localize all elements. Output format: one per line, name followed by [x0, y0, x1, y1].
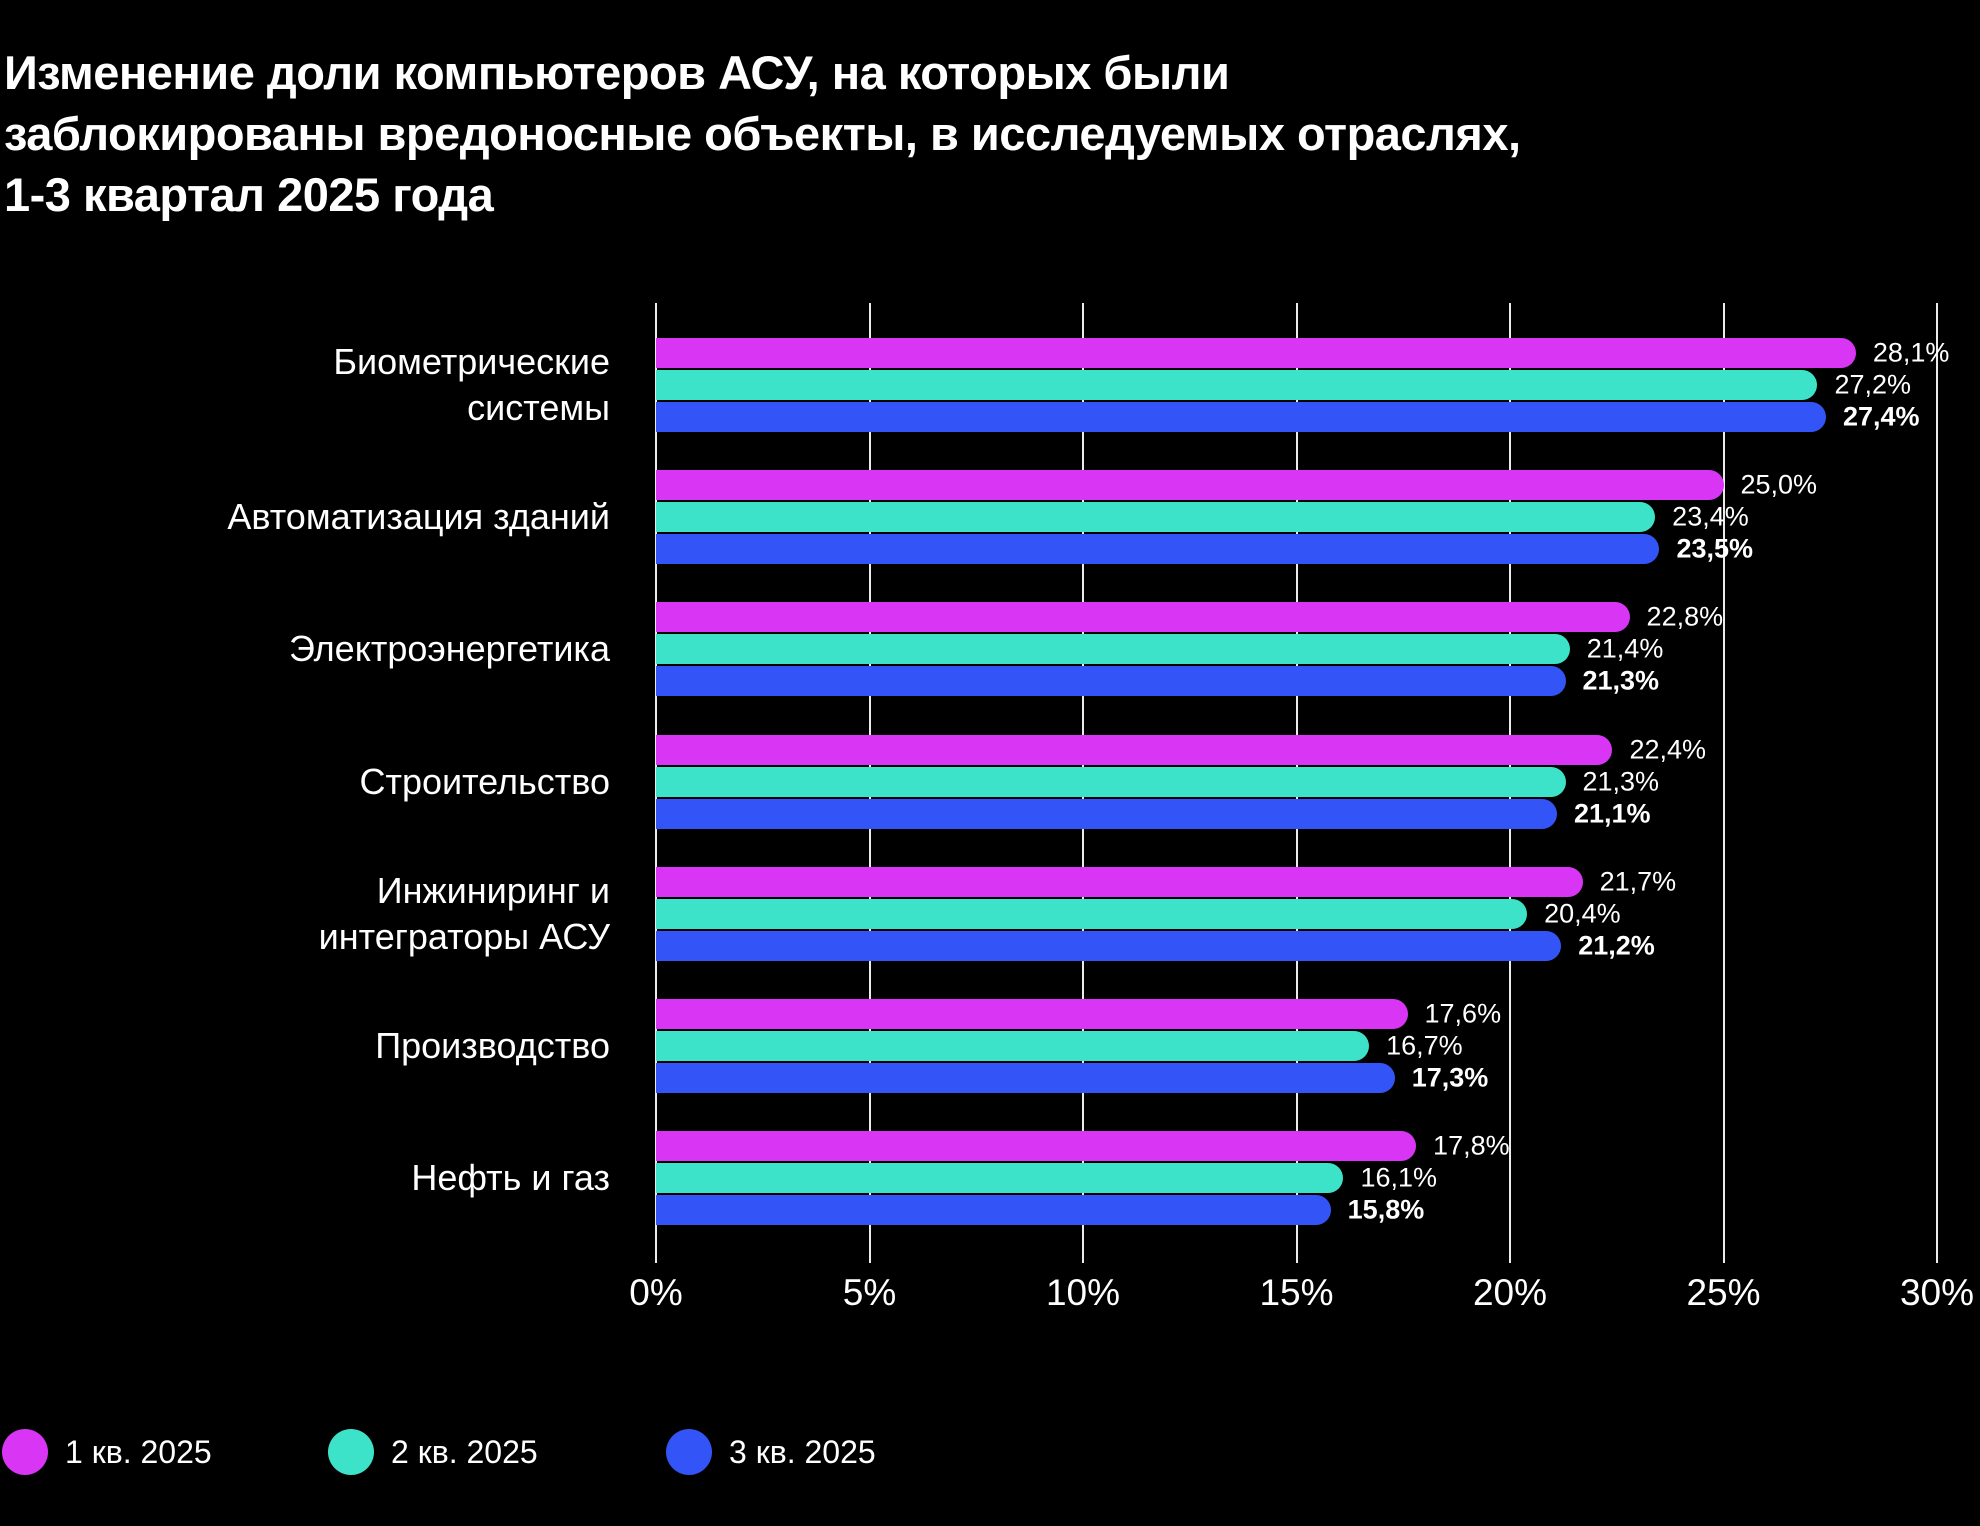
bar-value-label: 21,1%: [1573, 798, 1651, 829]
bar: 23,5%: [656, 534, 1753, 565]
bar-row: 23,4%: [656, 502, 1937, 533]
x-axis-tick-label: 20%: [1472, 1272, 1548, 1313]
bar-value-label: 28,1%: [1872, 337, 1950, 368]
bar: 16,7%: [656, 1031, 1463, 1061]
bar-value-label: 17,8%: [1433, 1130, 1510, 1161]
x-axis-tick-label: 30%: [1899, 1272, 1975, 1313]
bar: 16,1%: [656, 1163, 1437, 1194]
chart-title: Изменение доли компьютеров АСУ, на котор…: [4, 46, 1521, 221]
bar: 27,4%: [656, 402, 1920, 432]
bar-row: 21,2%: [656, 930, 1937, 961]
bar-row: 22,8%: [656, 602, 1937, 633]
category-label: Автоматизация зданий: [227, 496, 610, 538]
bar: 20,4%: [656, 898, 1621, 929]
bar-row: 17,8%: [656, 1131, 1937, 1162]
x-axis-tick-label: 5%: [842, 1272, 897, 1313]
bar-row: 21,3%: [656, 766, 1937, 797]
bar: 21,3%: [656, 666, 1659, 697]
category-label: Строительство: [359, 760, 610, 802]
legend-item-label: 1 кв. 2025: [65, 1433, 212, 1470]
bar-row: 23,5%: [656, 534, 1937, 565]
gridline: [1936, 303, 1938, 1263]
bar-row: 17,3%: [656, 1063, 1937, 1093]
legend-swatch-circle: [2, 1429, 48, 1475]
bar-value-label: 21,7%: [1599, 866, 1677, 897]
category-label: Электроэнергетика: [288, 628, 610, 670]
bar-row: 16,1%: [656, 1163, 1937, 1194]
bar-value-label: 21,3%: [1582, 665, 1660, 696]
bar-row: 17,6%: [656, 999, 1937, 1029]
x-axis-tick-label: 25%: [1686, 1272, 1761, 1313]
bar-value-label: 21,2%: [1578, 930, 1655, 961]
bar-value-label: 25,0%: [1740, 469, 1818, 500]
category-label: Инжиниринг и интеграторы АСУ: [318, 869, 610, 957]
gridline: [1722, 303, 1725, 1263]
plot-area: 28,1% 27,2% 27,4% 25,0% 23,4% 23,5% 22,8% 21,4%…: [655, 303, 1949, 1263]
bar-row: 21,7%: [656, 866, 1937, 897]
legend-swatch-circle: [328, 1429, 374, 1475]
bar-row: 27,4%: [656, 402, 1937, 432]
bar-value-label: 17,3%: [1411, 1062, 1489, 1093]
bar-row: 27,2%: [656, 370, 1937, 400]
bar-row: 16,7%: [656, 1031, 1937, 1061]
bar-value-label: 22,8%: [1646, 601, 1724, 632]
bar-row: 21,3%: [656, 666, 1937, 697]
bar-row: 25,0%: [656, 470, 1937, 501]
category-label: Производство: [375, 1025, 610, 1066]
legend-item-label: 3 кв. 2025: [729, 1433, 876, 1470]
bar-value-label: 16,7%: [1386, 1030, 1463, 1061]
bar: 22,4%: [656, 734, 1706, 765]
bar-value-label: 21,4%: [1586, 633, 1664, 664]
bar-value-label: 27,2%: [1834, 369, 1911, 400]
bar-row: 28,1%: [656, 338, 1949, 368]
bar-value-label: 23,4%: [1672, 501, 1749, 532]
legend-swatch-circle: [666, 1429, 712, 1475]
bar: 23,4%: [656, 502, 1749, 533]
bar: 21,7%: [656, 866, 1676, 897]
bar: 27,2%: [656, 370, 1911, 400]
bar-row: 15,8%: [656, 1195, 1937, 1226]
category-label: Биометрические системы: [333, 341, 610, 428]
legend-item: 3 кв. 2025: [666, 1428, 876, 1476]
bar-value-label: 27,4%: [1842, 401, 1920, 432]
bar: 21,4%: [656, 634, 1663, 665]
x-axis-tick-label: 10%: [1045, 1272, 1121, 1313]
x-axis-tick-label: 0%: [629, 1272, 683, 1313]
legend-item-label: 2 кв. 2025: [391, 1433, 538, 1470]
bar-value-label: 20,4%: [1544, 898, 1621, 929]
bar-value-label: 21,3%: [1582, 766, 1660, 797]
legend-item: 2 кв. 2025: [328, 1428, 538, 1476]
bar: 28,1%: [656, 338, 1949, 368]
bar: 21,1%: [656, 798, 1651, 829]
bar-value-label: 17,6%: [1424, 998, 1502, 1029]
bar: 21,2%: [656, 930, 1655, 961]
bar: 15,8%: [656, 1195, 1424, 1226]
legend-item: 1 кв. 2025: [2, 1428, 212, 1476]
bar-value-label: 15,8%: [1347, 1194, 1425, 1225]
bar: 21,3%: [656, 766, 1659, 797]
bar-value-label: 16,1%: [1360, 1162, 1438, 1193]
bar: 22,8%: [656, 602, 1723, 633]
bar-value-label: 22,4%: [1629, 734, 1707, 765]
x-axis-tick-label: 15%: [1259, 1272, 1334, 1313]
bar-row: 21,4%: [656, 634, 1937, 665]
bar-value-label: 23,5%: [1676, 533, 1753, 564]
bar-row: 20,4%: [656, 898, 1937, 929]
bar-row: 22,4%: [656, 734, 1937, 765]
category-label: Нефть и газ: [411, 1157, 610, 1199]
bar: 17,6%: [656, 999, 1501, 1029]
bar: 25,0%: [656, 470, 1817, 501]
bar: 17,8%: [656, 1131, 1510, 1162]
bar-row: 21,1%: [656, 798, 1937, 829]
bar: 17,3%: [656, 1063, 1488, 1093]
